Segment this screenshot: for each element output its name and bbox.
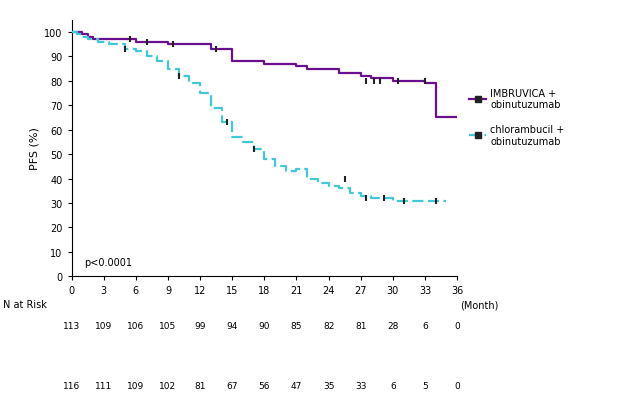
Text: 0: 0 [454, 381, 460, 390]
Text: 105: 105 [159, 321, 177, 330]
Text: 116: 116 [63, 381, 80, 390]
Text: 99: 99 [194, 321, 206, 330]
Text: 85: 85 [290, 321, 302, 330]
Text: 106: 106 [127, 321, 144, 330]
Text: 109: 109 [127, 381, 144, 390]
Text: 28: 28 [388, 321, 399, 330]
Text: 109: 109 [95, 321, 113, 330]
Text: N at Risk: N at Risk [3, 299, 47, 309]
Text: 82: 82 [323, 321, 334, 330]
Text: 35: 35 [323, 381, 335, 390]
Text: 81: 81 [355, 321, 366, 330]
Text: 111: 111 [95, 381, 113, 390]
Text: p<0.0001: p<0.0001 [85, 257, 132, 267]
Text: 67: 67 [226, 381, 238, 390]
Text: 6: 6 [422, 321, 428, 330]
Text: 102: 102 [159, 381, 177, 390]
Text: 81: 81 [194, 381, 206, 390]
Text: 5: 5 [422, 381, 428, 390]
Text: 6: 6 [390, 381, 396, 390]
Text: 33: 33 [355, 381, 366, 390]
Text: 47: 47 [291, 381, 302, 390]
Text: 56: 56 [259, 381, 270, 390]
Text: 90: 90 [259, 321, 270, 330]
Text: 0: 0 [454, 321, 460, 330]
Legend: IMBRUVICA +
obinutuzumab, chlorambucil +
obinutuzumab: IMBRUVICA + obinutuzumab, chlorambucil +… [465, 85, 569, 150]
Y-axis label: PFS (%): PFS (%) [30, 127, 40, 170]
Text: 94: 94 [226, 321, 238, 330]
Text: (Month): (Month) [460, 299, 499, 309]
Text: 113: 113 [63, 321, 80, 330]
